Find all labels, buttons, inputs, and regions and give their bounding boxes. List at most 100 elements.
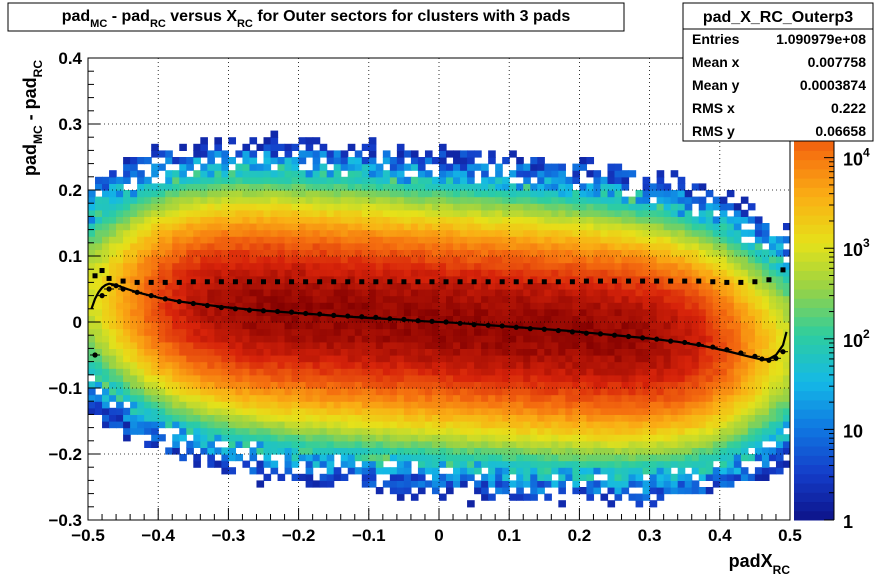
heatmap-cell <box>193 421 201 428</box>
heatmap-cell <box>411 388 419 395</box>
heatmap-cell <box>502 362 510 369</box>
heatmap-cell <box>685 236 693 243</box>
heatmap-cell <box>214 434 222 441</box>
heatmap-cell <box>306 263 314 270</box>
heatmap-cell <box>207 461 215 468</box>
heatmap-cell <box>685 362 693 369</box>
heatmap-cell <box>327 474 335 481</box>
xlabel-sub: RC <box>773 563 791 577</box>
heatmap-cell <box>264 210 272 217</box>
heatmap-cell <box>741 434 749 441</box>
heatmap-cell <box>341 362 349 369</box>
heatmap-cell <box>383 329 391 336</box>
heatmap-cell <box>720 388 728 395</box>
heatmap-cell <box>558 454 566 461</box>
heatmap-cell <box>664 487 672 494</box>
heatmap-cell <box>544 296 552 303</box>
heatmap-cell <box>418 467 426 474</box>
y-tick-label: 0.1 <box>58 247 82 266</box>
heatmap-cell <box>242 157 250 164</box>
heatmap-cell <box>418 164 426 171</box>
heatmap-cell <box>355 454 363 461</box>
heatmap-cell <box>369 243 377 250</box>
heatmap-cell <box>369 454 377 461</box>
heatmap-cell <box>593 395 601 402</box>
heatmap-cell <box>600 269 608 276</box>
heatmap-cell <box>509 355 517 362</box>
heatmap-cell <box>306 342 314 349</box>
heatmap-cell <box>692 368 700 375</box>
heatmap-cell <box>741 474 749 481</box>
heatmap-cell <box>390 368 398 375</box>
heatmap-cell <box>271 236 279 243</box>
heatmap-cell <box>678 322 686 329</box>
heatmap-cell <box>130 170 138 177</box>
heatmap-cell <box>544 395 552 402</box>
heatmap-cell <box>151 342 159 349</box>
heatmap-cell <box>313 447 321 454</box>
heatmap-cell <box>685 461 693 468</box>
heatmap-cell <box>671 454 679 461</box>
heatmap-cell <box>622 210 630 217</box>
heatmap-cell <box>523 434 531 441</box>
heatmap-cell <box>537 368 545 375</box>
heatmap-cell <box>439 461 447 468</box>
heatmap-cell <box>685 447 693 454</box>
heatmap-cell <box>664 223 672 230</box>
heatmap-cell <box>453 447 461 454</box>
heatmap-cell <box>116 216 124 223</box>
heatmap-cell <box>242 421 250 428</box>
heatmap-cell <box>699 401 707 408</box>
heatmap-cell <box>256 395 264 402</box>
heatmap-cell <box>622 362 630 369</box>
heatmap-cell <box>720 434 728 441</box>
heatmap-cell <box>137 335 145 342</box>
heatmap-cell <box>102 421 110 428</box>
heatmap-cell <box>699 375 707 382</box>
heatmap-cell <box>214 223 222 230</box>
heatmap-cell <box>271 414 279 421</box>
heatmap-cell <box>720 309 728 316</box>
heatmap-cell <box>615 249 623 256</box>
heatmap-cell <box>313 256 321 263</box>
heatmap-cell <box>650 480 658 487</box>
heatmap-cell <box>551 454 559 461</box>
heatmap-cell <box>327 342 335 349</box>
heatmap-cell <box>643 401 651 408</box>
heatmap-cell <box>650 216 658 223</box>
heatmap-cell <box>165 368 173 375</box>
heatmap-cell <box>544 467 552 474</box>
heatmap-cell <box>411 289 419 296</box>
heatmap-cell <box>404 309 412 316</box>
heatmap-cell <box>481 164 489 171</box>
heatmap-cell <box>523 480 531 487</box>
heatmap-cell <box>397 421 405 428</box>
heatmap-cell <box>369 461 377 468</box>
heatmap-cell <box>509 395 517 402</box>
heatmap-cell <box>600 302 608 309</box>
heatmap-cell <box>551 269 559 276</box>
heatmap-cell <box>397 322 405 329</box>
heatmap-cell <box>411 197 419 204</box>
heatmap-cell <box>509 421 517 428</box>
heatmap-cell <box>615 243 623 250</box>
heatmap-cell <box>278 474 286 481</box>
heatmap-cell <box>636 480 644 487</box>
heatmap-cell <box>460 329 468 336</box>
heatmap-cell <box>495 190 503 197</box>
heatmap-cell <box>383 243 391 250</box>
heatmap-cell <box>671 203 679 210</box>
heatmap-cell <box>516 434 524 441</box>
heatmap-cell <box>586 309 594 316</box>
heatmap-cell <box>186 243 194 250</box>
heatmap-cell <box>285 375 293 382</box>
heatmap-cell <box>186 441 194 448</box>
heatmap-cell <box>523 309 531 316</box>
heatmap-cell <box>186 289 194 296</box>
heatmap-cell <box>650 421 658 428</box>
heatmap-cell <box>200 183 208 190</box>
heatmap-cell <box>650 355 658 362</box>
heatmap-cell <box>348 421 356 428</box>
heatmap-cell <box>214 335 222 342</box>
heatmap-cell <box>292 461 300 468</box>
